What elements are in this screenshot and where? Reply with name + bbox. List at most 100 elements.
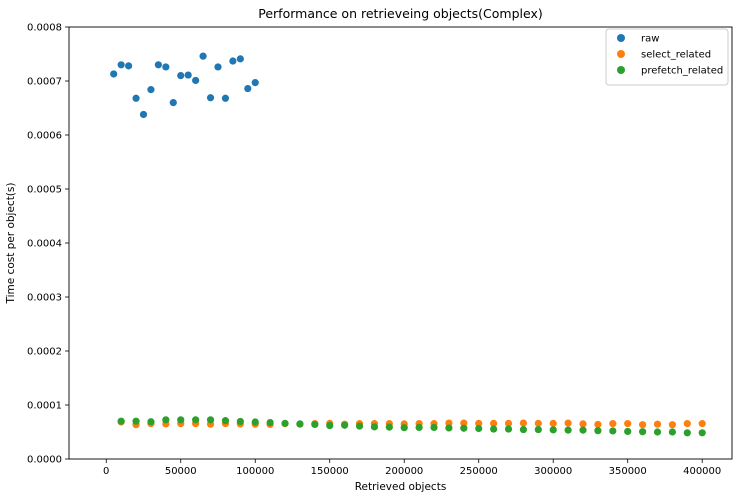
data-point-prefetch-related [639,428,647,436]
x-tick-label: 0 [103,466,109,477]
data-point-select-related [564,419,572,427]
y-axis: 0.0000 0.0001 0.0002 0.0003 0.0004 0.0005 0.00… [27,23,69,466]
y-tick-label: 0.0007 [27,77,62,88]
data-point-raw [177,72,185,80]
data-point-select-related [668,421,677,429]
data-point-prefetch-related [683,429,691,437]
x-tick-label: 50000 [165,466,197,477]
data-point-prefetch-related [519,425,528,434]
data-point-select-related [475,419,483,427]
y-axis-label: Time cost per object(s) [5,183,17,305]
data-point-prefetch-related [162,416,170,424]
data-point-prefetch-related [460,424,468,432]
y-tick-label: 0.0004 [27,239,62,250]
data-point-prefetch-related [177,416,185,424]
data-point-select-related [653,420,662,428]
series-raw [110,52,259,119]
data-point-prefetch-related [311,420,319,429]
x-axis: 0 50000 100000 150000 200000 250000 300000 3500… [103,459,721,477]
data-point-raw [251,79,259,87]
data-point-prefetch-related [147,418,155,426]
series-layer [110,52,706,437]
data-point-prefetch-related [653,428,662,436]
data-point-raw [214,63,222,71]
legend-marker [617,34,625,42]
data-point-select-related [698,420,706,428]
data-point-prefetch-related [415,423,423,432]
data-point-raw [184,71,192,79]
data-point-prefetch-related [475,424,483,433]
data-point-select-related [639,421,647,429]
data-point-select-related [683,420,691,428]
data-point-prefetch-related [549,426,557,434]
data-point-prefetch-related [624,427,632,436]
y-tick-label: 0.0000 [27,455,62,466]
legend-label: select_related [641,50,711,61]
legend-label: raw [641,34,659,45]
data-point-prefetch-related [206,416,215,424]
data-point-select-related [549,419,557,427]
plot-area: 0 50000 100000 150000 200000 250000 300000 3500… [27,23,733,477]
data-point-select-related [534,419,542,427]
y-tick-label: 0.0008 [27,23,62,34]
data-point-prefetch-related [296,420,304,428]
y-tick-label: 0.0006 [27,131,62,142]
data-point-prefetch-related [609,427,617,435]
data-point-prefetch-related [504,425,513,433]
chart-title: Performance on retrieveing objects(Compl… [258,6,543,21]
data-point-prefetch-related [534,425,542,434]
data-point-raw [206,94,215,102]
legend: raw select_related prefetch_related [605,28,729,86]
data-point-select-related [579,420,587,428]
data-point-prefetch-related [221,417,230,425]
data-point-raw [117,61,125,69]
data-point-select-related [504,419,513,427]
data-point-prefetch-related [192,416,200,424]
data-point-prefetch-related [266,418,274,427]
x-tick-label: 300000 [534,466,572,477]
data-point-prefetch-related [579,426,587,434]
data-point-select-related [460,419,468,427]
data-point-select-related [609,420,617,428]
data-point-prefetch-related [385,423,393,431]
data-point-prefetch-related [564,426,572,434]
data-point-raw [162,63,170,71]
data-point-prefetch-related [326,421,334,430]
y-tick-label: 0.0002 [27,347,62,358]
data-point-select-related [594,420,602,429]
data-point-prefetch-related [370,423,379,431]
data-point-raw [199,52,207,60]
data-point-select-related [519,419,528,427]
x-tick-label: 400000 [683,466,721,477]
data-point-select-related [490,419,498,427]
data-point-raw [132,94,140,102]
data-point-prefetch-related [117,417,125,425]
data-point-prefetch-related [281,419,289,427]
data-point-raw [244,84,252,93]
series-prefetch-related [117,416,706,437]
data-point-prefetch-related [430,423,438,432]
x-tick-label: 200000 [385,466,423,477]
y-tick-label: 0.0003 [27,293,62,304]
x-axis-label: Retrieved objects [355,481,447,493]
data-point-prefetch-related [400,424,408,432]
data-point-prefetch-related [236,417,244,426]
legend-box [605,28,729,86]
data-point-prefetch-related [355,422,364,430]
x-tick-label: 100000 [236,466,274,477]
data-point-prefetch-related [251,418,259,426]
y-tick-label: 0.0001 [27,401,62,412]
data-point-raw [110,70,118,78]
data-point-raw [169,99,177,107]
x-tick-label: 350000 [609,466,647,477]
legend-label: prefetch_related [641,66,723,77]
legend-marker [617,50,625,58]
data-point-raw [154,61,162,69]
data-point-raw [124,62,133,70]
data-point-select-related [624,420,632,428]
data-point-raw [147,86,155,94]
data-point-prefetch-related [445,424,453,432]
data-point-prefetch-related [341,421,349,429]
